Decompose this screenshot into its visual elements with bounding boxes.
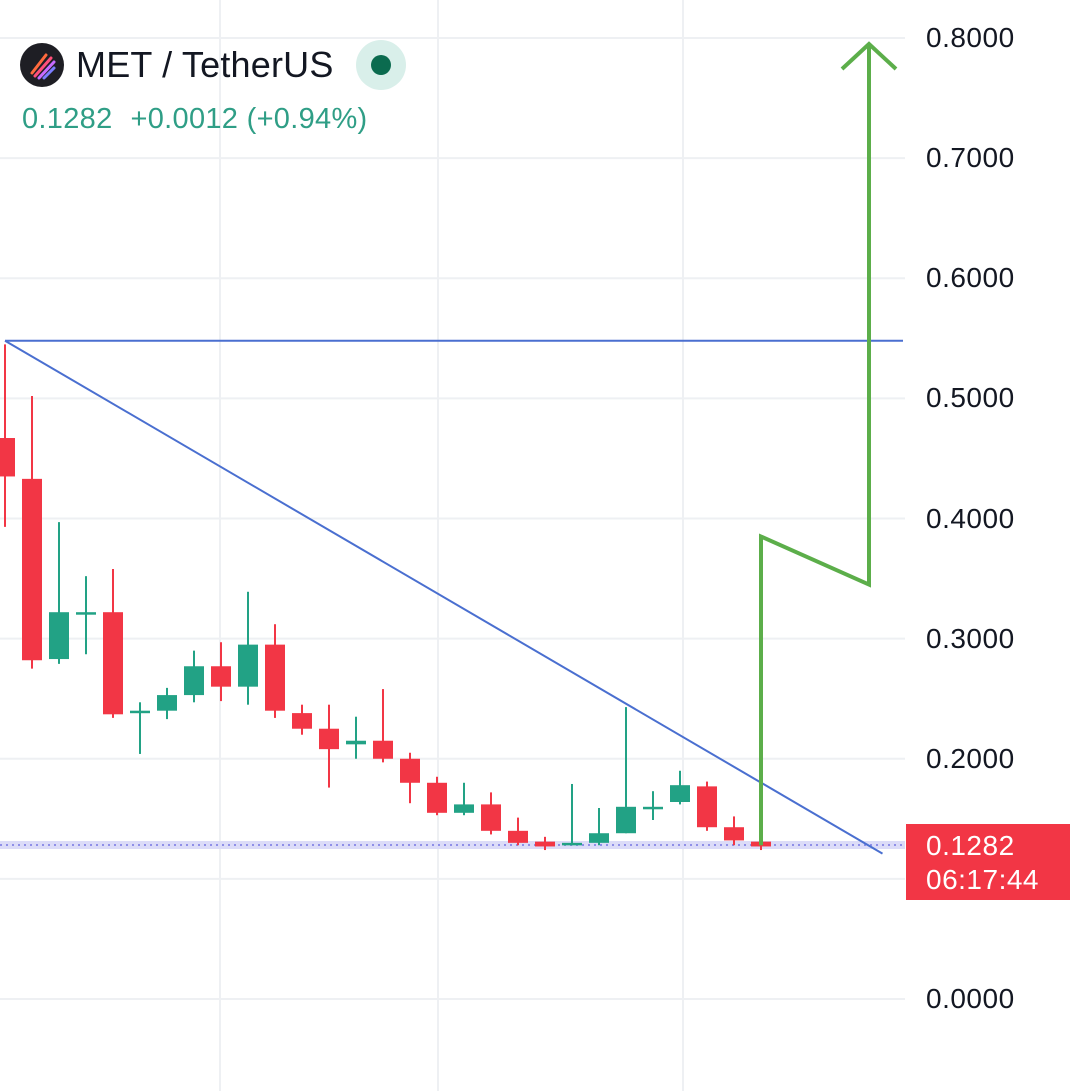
candle-body [130, 710, 150, 714]
candle [562, 783, 582, 846]
candle-body [508, 830, 528, 843]
current-price-label: 0.1282 [926, 830, 1015, 861]
bar-countdown: 06:17:44 [926, 864, 1039, 895]
candle [76, 576, 96, 655]
y-tick-label: 0.8000 [926, 22, 1015, 53]
current-price-tag: 0.1282 06:17:44 [906, 824, 1070, 900]
y-tick-label: 0.3000 [926, 622, 1015, 654]
candle [346, 716, 366, 759]
y-tick-label: 0.7000 [926, 142, 1015, 174]
candle-body [616, 806, 636, 834]
candle [265, 624, 285, 718]
candle [589, 808, 609, 846]
candle-body [589, 833, 609, 843]
candle-body [562, 842, 582, 846]
candle [535, 836, 555, 851]
market-open-dot [370, 55, 391, 75]
candle-body [535, 841, 555, 847]
candle-body [481, 804, 501, 831]
candle [0, 344, 15, 527]
candle [319, 704, 339, 788]
candle-body [427, 782, 447, 813]
y-tick-label: 0.4000 [926, 502, 1015, 534]
candle [616, 707, 636, 834]
candle [724, 816, 744, 846]
candle-body [184, 666, 204, 696]
y-tick-label: 0.6000 [926, 262, 1015, 294]
candle-body [697, 786, 717, 828]
candle-body [0, 438, 15, 477]
candle [184, 650, 204, 703]
candle-body [724, 827, 744, 841]
candle-body [454, 804, 474, 813]
candle [400, 752, 420, 804]
candle [697, 781, 717, 831]
candle-body [373, 740, 393, 759]
grid [0, 0, 905, 1091]
candle-body [238, 644, 258, 687]
drawing-tools-front [4, 41, 903, 855]
candle [22, 395, 42, 669]
drawing-tools-back [0, 840, 905, 849]
descending-trendline [4, 339, 884, 855]
candle [454, 782, 474, 816]
market-status-icon[interactable] [355, 40, 406, 90]
candle-body [319, 728, 339, 750]
candlesticks [0, 344, 771, 851]
candle-body [22, 478, 42, 661]
candle [481, 792, 501, 835]
candle-body [157, 695, 177, 711]
candle-body [400, 758, 420, 783]
candle [508, 817, 528, 846]
candle-body [103, 612, 123, 715]
quote-line: 0.1282 +0.0012 (+0.94%) [22, 103, 368, 136]
candle [157, 687, 177, 720]
last-price: 0.1282 [22, 103, 113, 135]
candle [373, 689, 393, 763]
projection-arrow [759, 44, 871, 846]
projection-arrow-head [840, 41, 898, 71]
candle-body [265, 644, 285, 711]
y-tick-label: 0.0000 [926, 983, 1015, 1014]
candle-body [49, 612, 69, 660]
candle-body [211, 666, 231, 687]
symbol-title: MET / TetherUS [76, 44, 334, 85]
met-logo-icon [20, 43, 64, 87]
candle [670, 770, 690, 805]
candle [292, 704, 312, 735]
candle-body [643, 806, 663, 810]
y-tick-label: 0.5000 [926, 382, 1015, 414]
candle [130, 702, 150, 754]
candle [427, 776, 447, 816]
candle [49, 522, 69, 664]
candle [103, 568, 123, 718]
candle-body [76, 612, 96, 615]
current-price-band [0, 840, 905, 849]
candle [211, 642, 231, 702]
y-tick-label: 0.2000 [926, 742, 1015, 774]
symbol-header[interactable]: MET / TetherUS [20, 40, 406, 90]
candle [643, 791, 663, 821]
candle [238, 591, 258, 705]
candle-body [670, 785, 690, 802]
candle-body [292, 713, 312, 729]
candle-body [346, 740, 366, 745]
price-change: +0.0012 (+0.94%) [130, 103, 368, 135]
